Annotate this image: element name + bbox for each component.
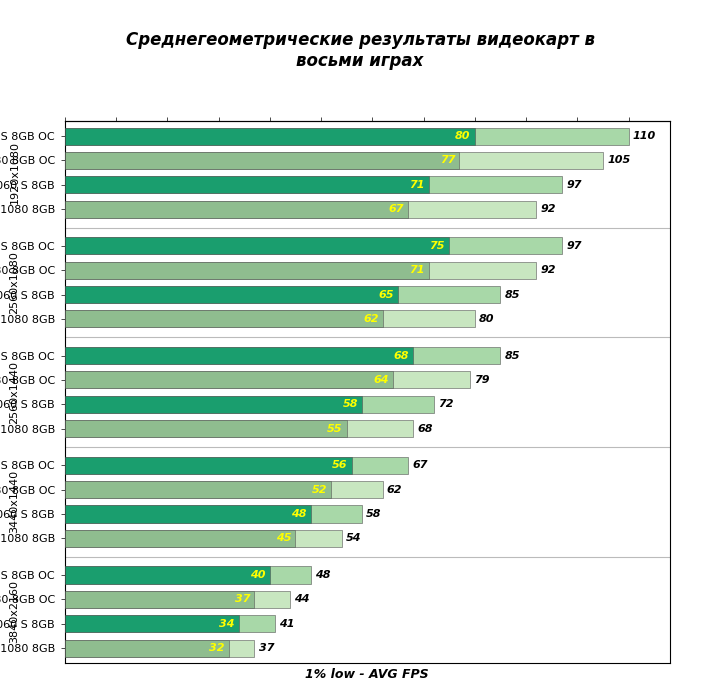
Text: 58: 58 bbox=[343, 399, 358, 409]
Text: 3440x1440: 3440x1440 bbox=[9, 471, 19, 534]
Bar bbox=[65, 640, 229, 657]
Bar bbox=[65, 566, 270, 584]
Text: 1920x1080: 1920x1080 bbox=[9, 141, 19, 204]
Bar bbox=[65, 201, 536, 218]
Text: 65: 65 bbox=[378, 289, 394, 300]
Bar bbox=[65, 128, 474, 144]
Text: 58: 58 bbox=[366, 509, 382, 519]
Text: 48: 48 bbox=[315, 570, 330, 580]
Bar bbox=[65, 371, 393, 389]
Bar bbox=[65, 152, 603, 169]
Text: 2560x1440: 2560x1440 bbox=[9, 361, 19, 423]
Bar bbox=[65, 615, 239, 632]
Bar bbox=[65, 457, 352, 474]
Text: 32: 32 bbox=[210, 643, 225, 653]
Text: 64: 64 bbox=[373, 375, 389, 385]
Bar bbox=[65, 505, 362, 523]
Bar bbox=[65, 237, 562, 254]
Text: 44: 44 bbox=[294, 594, 310, 604]
Bar bbox=[65, 420, 347, 437]
Bar bbox=[65, 152, 459, 169]
Text: 40: 40 bbox=[251, 570, 266, 580]
Bar bbox=[65, 371, 469, 389]
Bar bbox=[65, 201, 408, 218]
Bar bbox=[65, 530, 295, 547]
Text: 62: 62 bbox=[363, 314, 379, 324]
Bar bbox=[65, 286, 398, 303]
Text: 55: 55 bbox=[327, 423, 343, 434]
Bar bbox=[65, 262, 536, 279]
Text: 80: 80 bbox=[479, 314, 495, 324]
Bar bbox=[65, 396, 434, 413]
X-axis label: 1% low - AVG FPS: 1% low - AVG FPS bbox=[305, 668, 429, 682]
Bar bbox=[65, 310, 474, 328]
Text: Среднегеометрические результаты видеокарт в
восьми играх: Среднегеометрические результаты видеокар… bbox=[125, 31, 595, 70]
Text: 92: 92 bbox=[541, 204, 556, 214]
Text: 67: 67 bbox=[413, 460, 428, 471]
Bar bbox=[65, 505, 311, 523]
Text: 71: 71 bbox=[409, 265, 425, 276]
Bar bbox=[65, 457, 408, 474]
Text: 67: 67 bbox=[389, 204, 404, 214]
Text: 80: 80 bbox=[455, 131, 471, 141]
Bar bbox=[65, 262, 428, 279]
Bar bbox=[65, 640, 254, 657]
Text: 105: 105 bbox=[607, 155, 630, 165]
Text: 92: 92 bbox=[541, 265, 556, 276]
Bar bbox=[65, 310, 382, 328]
Bar bbox=[65, 591, 290, 608]
Bar bbox=[65, 286, 500, 303]
Bar bbox=[65, 591, 254, 608]
Bar bbox=[65, 176, 428, 194]
Text: 68: 68 bbox=[394, 350, 409, 361]
Text: 97: 97 bbox=[566, 180, 582, 190]
Bar bbox=[65, 347, 500, 364]
Text: 52: 52 bbox=[312, 484, 327, 495]
Bar bbox=[65, 237, 449, 254]
Text: 62: 62 bbox=[387, 484, 402, 495]
Text: 71: 71 bbox=[409, 180, 425, 190]
Bar bbox=[65, 128, 629, 144]
Text: 75: 75 bbox=[430, 241, 445, 251]
Text: 3840x2160: 3840x2160 bbox=[9, 580, 19, 643]
Text: 45: 45 bbox=[276, 534, 292, 543]
Bar bbox=[65, 481, 382, 498]
Text: 37: 37 bbox=[258, 643, 274, 653]
Bar bbox=[65, 176, 562, 194]
Text: 85: 85 bbox=[505, 350, 520, 361]
Text: 48: 48 bbox=[291, 509, 307, 519]
Text: 79: 79 bbox=[474, 375, 490, 385]
Text: 34: 34 bbox=[220, 619, 235, 629]
Text: 110: 110 bbox=[633, 131, 656, 141]
Bar bbox=[65, 530, 341, 547]
Text: 41: 41 bbox=[279, 619, 294, 629]
Text: 68: 68 bbox=[418, 423, 433, 434]
Text: 2560x1080: 2560x1080 bbox=[9, 251, 19, 314]
Text: 85: 85 bbox=[505, 289, 520, 300]
Bar bbox=[65, 420, 413, 437]
Bar bbox=[65, 615, 275, 632]
Text: 72: 72 bbox=[438, 399, 454, 409]
Text: 97: 97 bbox=[566, 241, 582, 251]
Bar bbox=[65, 347, 413, 364]
Text: 37: 37 bbox=[235, 594, 251, 604]
Bar bbox=[65, 481, 331, 498]
Bar bbox=[65, 396, 362, 413]
Bar bbox=[65, 566, 311, 584]
Text: 56: 56 bbox=[332, 460, 348, 471]
Text: 54: 54 bbox=[346, 534, 361, 543]
Text: 77: 77 bbox=[440, 155, 455, 165]
